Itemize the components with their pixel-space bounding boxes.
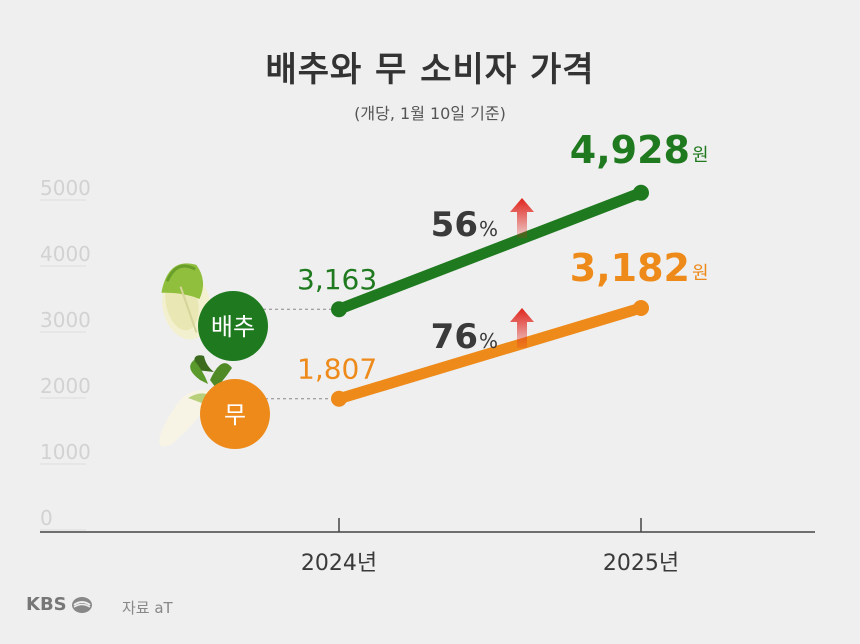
change-percent-sign: % — [479, 217, 498, 241]
series-badge — [200, 379, 270, 449]
source-credit: 자료 aT — [122, 599, 173, 617]
data-point — [331, 390, 347, 407]
chart-title: 배추와 무 소비자 가격 — [265, 50, 595, 90]
change-percent-sign: % — [479, 329, 498, 353]
napa-cabbage-icon — [161, 263, 212, 340]
y-tick-label: 1000 — [40, 440, 91, 464]
chart-subtitle: (개당, 1월 10일 기준) — [354, 104, 506, 123]
change-percent-value: 56 — [431, 205, 478, 245]
kbs-emblem-icon — [71, 596, 92, 613]
y-tick-label: 2000 — [40, 374, 91, 398]
y-tick-label: 0 — [40, 506, 53, 530]
end-value-unit: 원 — [692, 263, 709, 284]
y-tick-label: 4000 — [40, 242, 91, 266]
up-arrow-icon — [510, 198, 534, 238]
end-value-label: 3,182 — [570, 246, 690, 290]
end-value-label: 4,928 — [570, 128, 690, 172]
series-badge-label: 무 — [224, 401, 246, 429]
series-line-1 — [333, 302, 647, 405]
x-tick-label: 2024년 — [301, 551, 377, 576]
kbs-logo-text: KBS — [26, 594, 67, 615]
change-percent-value: 76 — [431, 317, 478, 357]
y-tick-label: 3000 — [40, 308, 91, 332]
series-line-0 — [333, 187, 647, 315]
series-badge — [198, 291, 268, 361]
data-point — [331, 301, 347, 318]
data-point — [633, 184, 649, 201]
start-value-label: 1,807 — [297, 353, 377, 386]
kbs-logo: KBS — [26, 594, 93, 615]
up-arrow-icon — [510, 308, 534, 348]
data-point — [633, 299, 649, 316]
y-tick-label: 5000 — [40, 176, 91, 200]
start-value-label: 3,163 — [297, 263, 377, 296]
end-value-unit: 원 — [692, 145, 709, 166]
x-tick-label: 2025년 — [603, 551, 679, 576]
series-badge-label: 배추 — [211, 313, 255, 341]
